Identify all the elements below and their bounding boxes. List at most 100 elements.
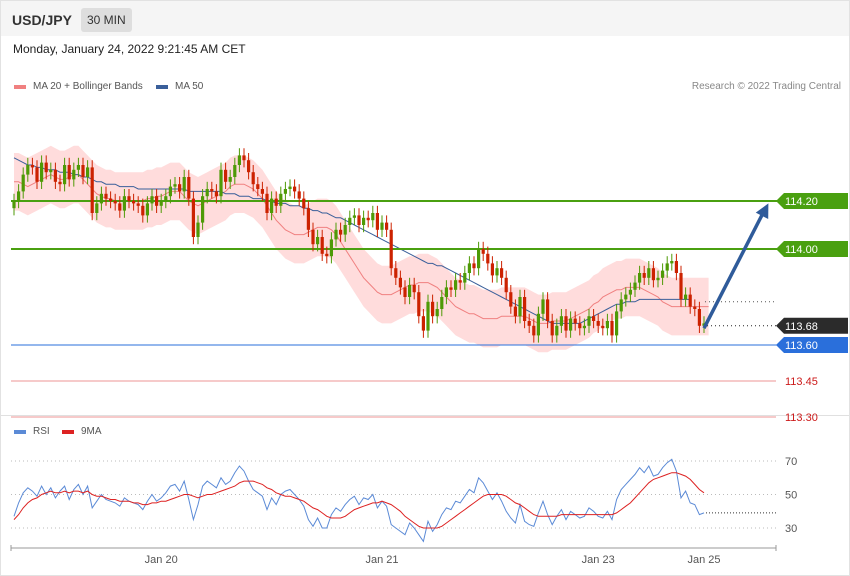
x-tick-jan-23: Jan 23 bbox=[582, 554, 615, 566]
candle-body bbox=[270, 198, 274, 213]
candle-body bbox=[311, 229, 315, 245]
candle-body bbox=[684, 294, 688, 300]
candle-body bbox=[536, 313, 540, 336]
research-credit: Research © 2022 Trading Central bbox=[691, 81, 841, 92]
candle-body bbox=[444, 287, 448, 297]
interval-badge[interactable]: 30 MIN bbox=[81, 8, 132, 32]
candle-body bbox=[302, 198, 306, 209]
candle-body bbox=[389, 229, 393, 269]
forecast-arrow-head bbox=[755, 203, 769, 220]
candle-body bbox=[693, 306, 697, 309]
candle-body bbox=[504, 277, 508, 293]
candle-body bbox=[288, 186, 292, 189]
candle-body bbox=[325, 253, 329, 257]
candle-body bbox=[191, 198, 195, 237]
candle-body bbox=[472, 263, 476, 269]
candle-body bbox=[49, 169, 53, 173]
ma50-swatch bbox=[156, 84, 168, 89]
candle-body bbox=[306, 208, 310, 230]
candle-body bbox=[320, 237, 324, 254]
candle-body bbox=[495, 268, 499, 276]
candle-body bbox=[592, 316, 596, 321]
candle-body bbox=[150, 196, 154, 204]
candle-body bbox=[371, 213, 375, 221]
candle-body bbox=[293, 186, 297, 192]
rsi-tick-50: 50 bbox=[785, 490, 797, 502]
level-tag-113-60 bbox=[776, 337, 848, 353]
candle-body bbox=[357, 215, 361, 225]
candle-body bbox=[283, 189, 287, 194]
candle-body bbox=[362, 217, 366, 225]
candle-body bbox=[40, 162, 44, 182]
candle-body bbox=[127, 196, 131, 201]
candle-body bbox=[426, 301, 430, 331]
candle-body bbox=[541, 299, 545, 314]
candle-body bbox=[587, 316, 591, 326]
candle-body bbox=[697, 309, 701, 326]
candle-body bbox=[168, 186, 172, 197]
rsi-ma-legend: 9MA bbox=[62, 426, 102, 437]
candle-body bbox=[90, 167, 94, 213]
candle-body bbox=[408, 285, 412, 297]
candle-body bbox=[21, 174, 25, 192]
candle-body bbox=[182, 177, 186, 192]
rsi-tick-30: 30 bbox=[785, 523, 797, 535]
candle-body bbox=[173, 184, 177, 187]
candle-body bbox=[412, 285, 416, 293]
candle-body bbox=[86, 167, 90, 177]
candle-body bbox=[219, 169, 223, 197]
candle-body bbox=[421, 316, 425, 331]
candle-body bbox=[394, 268, 398, 278]
candle-body bbox=[214, 191, 218, 197]
candle-body bbox=[104, 193, 108, 199]
candle-body bbox=[155, 196, 159, 206]
candle-body bbox=[670, 261, 674, 264]
candle-body bbox=[343, 225, 347, 235]
x-tick-jan-25: Jan 25 bbox=[687, 554, 720, 566]
candle-body bbox=[509, 292, 513, 307]
level-label-113-30: 113.30 bbox=[785, 412, 818, 424]
candle-body bbox=[58, 181, 62, 185]
x-tick-jan-21: Jan 21 bbox=[365, 554, 398, 566]
candle-body bbox=[674, 261, 678, 273]
candle-body bbox=[247, 160, 251, 173]
candle-body bbox=[145, 203, 149, 216]
candle-body bbox=[440, 297, 444, 309]
ma50-legend-label: MA 50 bbox=[175, 81, 204, 92]
candle-body bbox=[527, 321, 531, 326]
candle-body bbox=[187, 177, 191, 199]
candle-body bbox=[679, 273, 683, 300]
rsi-ma-line bbox=[13, 472, 705, 529]
candle-body bbox=[44, 162, 48, 173]
candle-body bbox=[26, 165, 30, 175]
candle-body bbox=[339, 229, 343, 235]
candle-body bbox=[17, 191, 21, 201]
candle-body bbox=[578, 323, 582, 329]
candle-body bbox=[334, 229, 338, 240]
candle-body bbox=[53, 169, 57, 182]
last-price-tag bbox=[776, 317, 848, 334]
candles bbox=[12, 148, 706, 343]
candle-body bbox=[366, 217, 370, 221]
last-price-label: 113.68 bbox=[785, 321, 818, 333]
candle-body bbox=[329, 239, 333, 257]
candle-body bbox=[463, 273, 467, 283]
candle-body bbox=[518, 297, 522, 317]
candle-body bbox=[688, 294, 692, 307]
candle-body bbox=[582, 325, 586, 329]
candle-body bbox=[201, 196, 205, 223]
candle-body bbox=[385, 222, 389, 230]
candle-body bbox=[647, 268, 651, 278]
candle-body bbox=[141, 205, 145, 216]
candle-body bbox=[615, 311, 619, 336]
level-label-114-20: 114.20 bbox=[785, 196, 818, 208]
panel-divider bbox=[1, 415, 849, 416]
rsi-legend-label: RSI bbox=[33, 426, 50, 437]
candle-body bbox=[481, 249, 485, 254]
candle-body bbox=[260, 189, 264, 194]
candle-body bbox=[196, 222, 200, 237]
candle-body bbox=[500, 268, 504, 278]
rsi-ma-legend-label: 9MA bbox=[81, 426, 102, 437]
candle-body bbox=[30, 165, 34, 168]
